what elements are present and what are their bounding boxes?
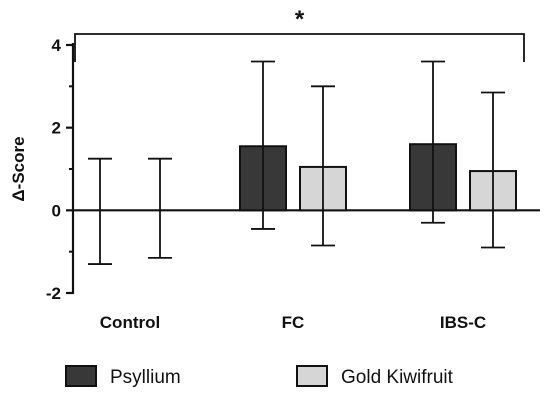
significance-bracket: * xyxy=(74,6,525,62)
significance-bracket-line xyxy=(74,33,525,62)
legend-label: Psyllium xyxy=(110,367,181,388)
category-label: IBS-C xyxy=(440,313,486,332)
error-bars xyxy=(88,60,505,265)
y-ticks: -2 0 2 4 xyxy=(46,36,73,303)
legend-label: Gold Kiwifruit xyxy=(341,367,454,388)
y-tick-label: 4 xyxy=(52,36,62,55)
category-label: FC xyxy=(282,313,305,332)
y-tick-label: 2 xyxy=(52,119,61,138)
legend-swatch xyxy=(296,365,328,387)
bars xyxy=(239,143,517,212)
y-axis-title: Δ-Score xyxy=(9,136,28,201)
y-tick-label: -2 xyxy=(46,284,61,303)
legend-swatch xyxy=(65,365,97,387)
legend: Psyllium Gold Kiwifruit xyxy=(65,365,454,388)
y-tick-label: 0 xyxy=(52,201,61,220)
category-label: Control xyxy=(100,313,160,332)
category-labels: Control FC IBS-C xyxy=(100,313,486,332)
significance-label: * xyxy=(295,6,305,33)
